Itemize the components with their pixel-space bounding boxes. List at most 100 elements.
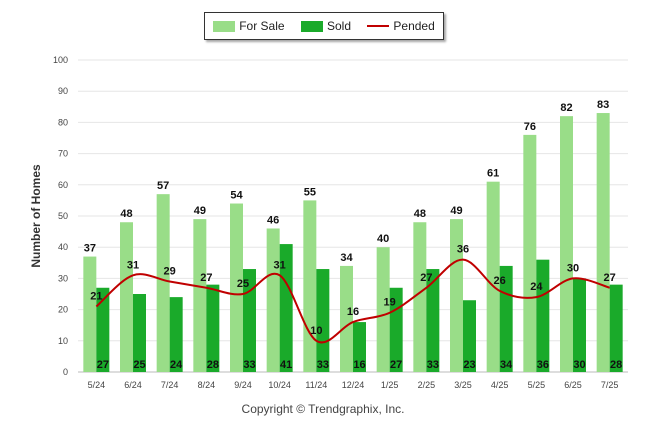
bar-sold bbox=[573, 278, 586, 372]
legend-item-for-sale: For Sale bbox=[213, 19, 285, 33]
bar-sold bbox=[133, 294, 146, 372]
bar-for-sale bbox=[230, 203, 243, 372]
bar-for-sale bbox=[413, 222, 427, 372]
bar-for-sale bbox=[120, 222, 133, 372]
data-label-sold: 27 bbox=[97, 359, 109, 371]
data-label-pended: 27 bbox=[420, 272, 432, 284]
data-label-pended: 27 bbox=[200, 272, 212, 284]
data-label-pended: 19 bbox=[384, 297, 396, 309]
x-tick-label: 8/24 bbox=[198, 380, 216, 390]
y-tick-label: 70 bbox=[58, 149, 68, 159]
data-label-pended: 26 bbox=[494, 275, 506, 287]
y-tick-label: 40 bbox=[58, 242, 68, 252]
data-label-sold: 30 bbox=[573, 359, 585, 371]
bar-for-sale bbox=[156, 194, 170, 372]
legend-swatch-sold bbox=[300, 20, 323, 32]
legend-label-pended: Pended bbox=[393, 19, 435, 33]
y-tick-label: 100 bbox=[53, 55, 68, 65]
data-label-sold: 24 bbox=[170, 359, 183, 371]
data-label-pended: 24 bbox=[530, 281, 543, 293]
data-label-for-sale: 46 bbox=[267, 214, 279, 226]
y-tick-label: 60 bbox=[58, 180, 68, 190]
data-label-sold: 33 bbox=[243, 359, 255, 371]
copyright-footer: Copyright © Trendgraphix, Inc. bbox=[241, 402, 405, 416]
data-label-for-sale: 49 bbox=[194, 205, 206, 217]
y-tick-label: 20 bbox=[58, 305, 68, 315]
x-tick-label: 4/25 bbox=[491, 380, 509, 390]
data-label-pended: 31 bbox=[274, 259, 286, 271]
data-label-for-sale: 48 bbox=[414, 208, 426, 220]
bar-sold bbox=[316, 269, 330, 372]
data-label-pended: 29 bbox=[164, 266, 176, 278]
data-label-sold: 28 bbox=[207, 359, 219, 371]
legend-swatch-for-sale bbox=[213, 20, 236, 32]
data-label-for-sale: 48 bbox=[120, 208, 132, 220]
data-label-sold: 25 bbox=[133, 359, 145, 371]
x-tick-label: 5/24 bbox=[88, 380, 106, 390]
data-label-for-sale: 55 bbox=[304, 186, 316, 198]
data-label-for-sale: 61 bbox=[487, 168, 499, 180]
data-label-pended: 21 bbox=[90, 290, 102, 302]
x-tick-label: 10/24 bbox=[268, 380, 291, 390]
bar-for-sale bbox=[83, 256, 97, 372]
data-label-for-sale: 82 bbox=[560, 102, 572, 114]
bar-for-sale bbox=[193, 219, 207, 372]
legend-label-sold: Sold bbox=[326, 19, 351, 33]
y-tick-label: 0 bbox=[63, 367, 68, 377]
bar-for-sale bbox=[303, 200, 317, 372]
y-axis-title: Number of Homes bbox=[29, 164, 43, 268]
x-tick-label: 6/25 bbox=[564, 380, 582, 390]
bar-sold bbox=[206, 284, 220, 372]
x-tick-label: 12/24 bbox=[342, 380, 365, 390]
legend-item-sold: Sold bbox=[300, 19, 351, 33]
data-label-sold: 34 bbox=[500, 359, 513, 371]
bar-sold bbox=[279, 244, 293, 372]
data-label-for-sale: 54 bbox=[230, 190, 243, 202]
data-label-for-sale: 83 bbox=[597, 99, 609, 111]
data-label-for-sale: 37 bbox=[84, 243, 96, 255]
bar-sold bbox=[389, 287, 403, 372]
x-tick-label: 6/24 bbox=[124, 380, 142, 390]
data-label-pended: 31 bbox=[127, 259, 139, 271]
bar-for-sale bbox=[376, 247, 390, 372]
x-tick-label: 2/25 bbox=[418, 380, 436, 390]
x-tick-label: 11/24 bbox=[305, 380, 327, 390]
data-label-for-sale: 40 bbox=[377, 233, 389, 245]
bar-sold bbox=[96, 287, 110, 372]
data-label-sold: 28 bbox=[610, 359, 622, 371]
data-label-sold: 27 bbox=[390, 359, 402, 371]
data-label-pended: 27 bbox=[604, 272, 616, 284]
y-tick-label: 30 bbox=[58, 273, 68, 283]
x-tick-label: 7/24 bbox=[161, 380, 179, 390]
x-tick-label: 5/25 bbox=[528, 380, 546, 390]
data-label-pended: 36 bbox=[457, 244, 469, 256]
x-tick-label: 7/25 bbox=[601, 380, 619, 390]
data-label-pended: 16 bbox=[347, 306, 359, 318]
bar-for-sale bbox=[596, 113, 610, 372]
bar-for-sale bbox=[266, 228, 280, 372]
legend-swatch-pended bbox=[367, 25, 390, 27]
data-label-sold: 16 bbox=[353, 359, 365, 371]
data-label-for-sale: 34 bbox=[340, 252, 353, 264]
x-tick-label: 1/25 bbox=[381, 380, 399, 390]
bar-sold bbox=[463, 300, 476, 372]
data-label-sold: 23 bbox=[463, 359, 475, 371]
legend-label-for-sale: For Sale bbox=[239, 19, 285, 33]
y-tick-label: 50 bbox=[58, 211, 68, 221]
bar-sold bbox=[243, 269, 256, 372]
data-label-pended: 10 bbox=[310, 325, 322, 337]
bar-sold bbox=[169, 297, 183, 372]
data-label-sold: 36 bbox=[537, 359, 549, 371]
data-label-for-sale: 57 bbox=[157, 180, 169, 192]
y-tick-label: 90 bbox=[58, 86, 68, 96]
bar-for-sale bbox=[340, 265, 353, 372]
chart-legend: For Sale Sold Pended bbox=[204, 12, 444, 40]
data-label-for-sale: 76 bbox=[524, 121, 536, 133]
x-tick-label: 3/25 bbox=[454, 380, 472, 390]
bar-sold bbox=[609, 284, 623, 372]
data-label-pended: 30 bbox=[567, 262, 579, 274]
y-tick-label: 80 bbox=[58, 117, 68, 127]
bar-for-sale bbox=[450, 219, 463, 372]
bar-for-sale bbox=[486, 181, 500, 372]
